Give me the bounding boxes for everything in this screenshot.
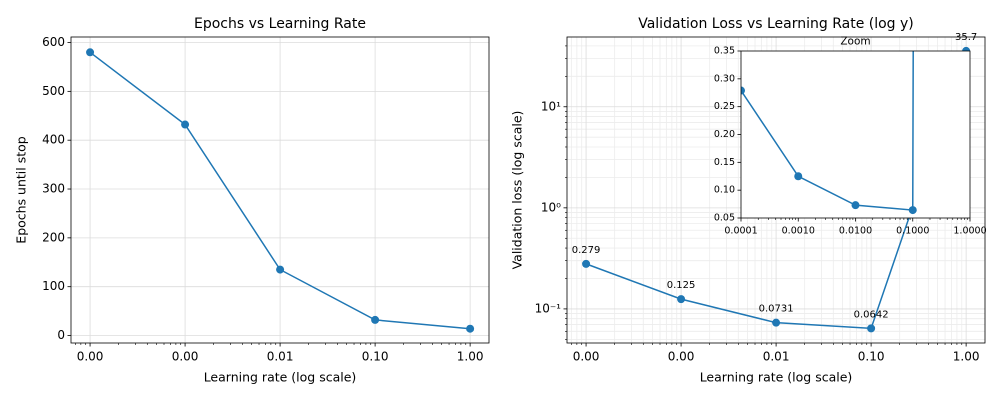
y-tick-label: 0 xyxy=(57,328,65,342)
axes: 0.0001 0.0010 0.0100 0.1000 1.0000 0.05 0.10 0.… xyxy=(714,36,987,237)
axes-frame xyxy=(566,36,986,344)
x-tick-label: 0.0100 xyxy=(839,225,872,236)
data-point xyxy=(677,295,686,304)
data-point xyxy=(741,86,745,95)
x-tick-label: 0.00 xyxy=(668,350,695,364)
y-tick-label: 200 xyxy=(42,230,65,244)
x-tick-label: 0.10 xyxy=(858,350,885,364)
data-label: 0.0731 xyxy=(759,304,794,315)
data-point xyxy=(772,318,781,327)
x-tick-label: 0.00 xyxy=(77,350,104,364)
x-tick-label: 0.0001 xyxy=(724,225,757,236)
y-tick-label: 100 xyxy=(42,279,65,293)
chart-title: Epochs vs Learning Rate xyxy=(194,16,366,32)
y-tick-label: 0.25 xyxy=(714,101,735,112)
y-tick-label: 500 xyxy=(42,84,65,98)
x-tick-label: 0.01 xyxy=(267,350,294,364)
chart-title: Zoom xyxy=(840,36,870,48)
y-tick-label: 0.30 xyxy=(714,73,735,84)
x-tick-label: 0.0010 xyxy=(782,225,815,236)
axes: 0.00 0.00 0.01 0.10 1.00 0 100 200 300 400 500 600 E… xyxy=(14,16,490,385)
y-tick-label: 0.10 xyxy=(714,185,735,196)
y-tick-label: 10⁻¹ xyxy=(535,301,562,315)
x-tick-label: 1.00 xyxy=(953,350,980,364)
x-tick-label: 0.10 xyxy=(362,350,389,364)
data-point xyxy=(466,324,475,333)
x-tick-label: 0.00 xyxy=(172,350,199,364)
data-point xyxy=(851,201,860,210)
data-point xyxy=(86,48,95,57)
y-tick-label: 10⁰ xyxy=(541,200,561,214)
chart-title: Validation Loss vs Learning Rate (log y) xyxy=(638,16,914,32)
plot-area xyxy=(86,48,475,333)
plot-area xyxy=(741,51,917,215)
y-axis-label: Validation loss (log scale) xyxy=(510,111,525,270)
y-axis-label: Epochs until stop xyxy=(14,136,29,243)
data-label: 0.279 xyxy=(572,245,601,256)
data-label: 0.125 xyxy=(667,280,696,291)
data-point xyxy=(867,324,876,333)
y-tick-label: 0.20 xyxy=(714,129,735,140)
plot-area xyxy=(582,46,971,333)
data-label: 0.0642 xyxy=(854,309,889,320)
axes-background xyxy=(741,51,970,218)
y-tick-label: 0.15 xyxy=(714,157,735,168)
y-tick-label: 10¹ xyxy=(541,99,561,113)
x-tick-label: 0.00 xyxy=(573,350,600,364)
y-tick-label: 400 xyxy=(42,133,65,147)
x-tick-label: 0.01 xyxy=(763,350,790,364)
x-axis-label: Learning rate (log scale) xyxy=(700,370,853,385)
y-tick-label: 0.05 xyxy=(714,213,735,224)
data-point xyxy=(181,120,190,129)
data-point xyxy=(794,172,803,181)
x-axis-label: Learning rate (log scale) xyxy=(204,370,357,385)
data-point xyxy=(582,259,591,268)
x-tick-label: 1.00 xyxy=(457,350,484,364)
y-tick-label: 600 xyxy=(42,35,65,49)
data-label: 35.7 xyxy=(955,32,977,43)
axes-frame xyxy=(70,36,490,344)
y-tick-label: 300 xyxy=(42,182,65,196)
axes-frame xyxy=(740,50,971,219)
data-point xyxy=(371,315,380,324)
data-point xyxy=(908,206,917,215)
data-point xyxy=(276,265,285,274)
x-tick-label: 0.1000 xyxy=(896,225,929,236)
x-tick-label: 1.0000 xyxy=(953,225,986,236)
y-tick-label: 0.35 xyxy=(714,46,735,57)
